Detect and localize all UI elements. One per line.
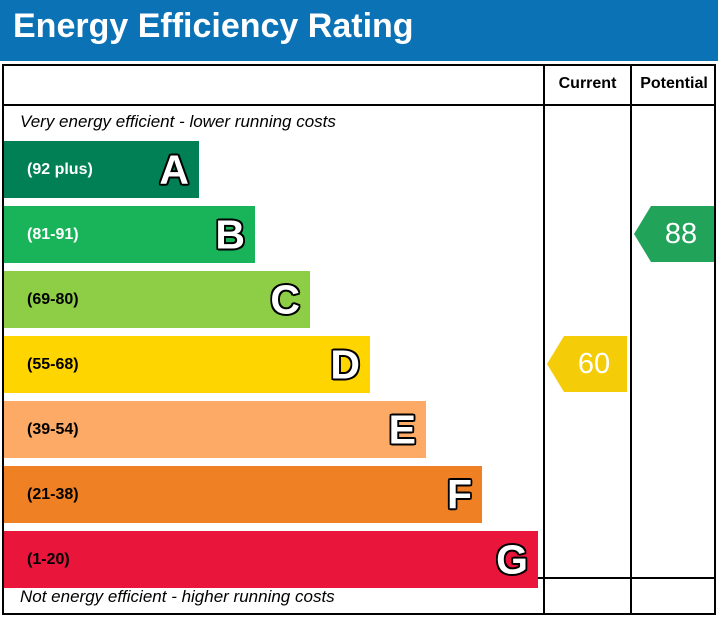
current-rating-marker: 60 xyxy=(547,336,627,392)
band-bar-b: (81-91) B xyxy=(4,206,255,263)
band-letter-c: C xyxy=(269,276,301,322)
current-column-divider xyxy=(543,66,545,613)
ratings-table: Current Potential Very energy efficient … xyxy=(2,64,716,615)
band-bar-a: (92 plus) A xyxy=(4,141,199,198)
band-bar-c: (69-80) C xyxy=(4,271,310,328)
band-bar-d: (55-68) D xyxy=(4,336,370,393)
chart-header-bar: Energy Efficiency Rating xyxy=(0,0,718,61)
potential-column-divider xyxy=(630,66,632,613)
column-header-potential: Potential xyxy=(640,75,708,92)
band-letter-b: B xyxy=(214,211,246,257)
band-bar-g: (1-20) G xyxy=(4,531,538,588)
column-header-current: Current xyxy=(558,75,617,92)
band-bar-f: (21-38) F xyxy=(4,466,482,523)
band-range-label-d: (55-68) xyxy=(27,355,79,373)
band-range-label-e: (39-54) xyxy=(27,420,79,438)
current-rating-value: 60 xyxy=(577,347,611,380)
potential-rating-marker: 88 xyxy=(634,206,714,262)
caption-very-efficient: Very energy efficient - lower running co… xyxy=(20,112,336,131)
band-range-label-f: (21-38) xyxy=(27,485,79,503)
band-letter-a: A xyxy=(158,146,190,192)
page-title: Energy Efficiency Rating xyxy=(13,7,414,45)
band-range-label-b: (81-91) xyxy=(27,225,79,243)
band-letter-d: D xyxy=(329,341,361,387)
caption-not-efficient: Not energy efficient - higher running co… xyxy=(20,587,335,606)
band-letter-f: F xyxy=(446,471,473,517)
band-range-label-a: (92 plus) xyxy=(27,160,93,178)
band-bar-e: (39-54) E xyxy=(4,401,426,458)
band-range-label-g: (1-20) xyxy=(27,550,70,568)
band-bars-group: (92 plus) A (81-91) B (69-80) C (55-68) D (39-54… xyxy=(4,66,543,588)
band-letter-e: E xyxy=(388,406,417,452)
potential-rating-value: 88 xyxy=(664,217,698,250)
header-row-divider xyxy=(4,104,714,106)
band-letter-g: G xyxy=(495,536,529,582)
band-range-label-c: (69-80) xyxy=(27,290,79,308)
